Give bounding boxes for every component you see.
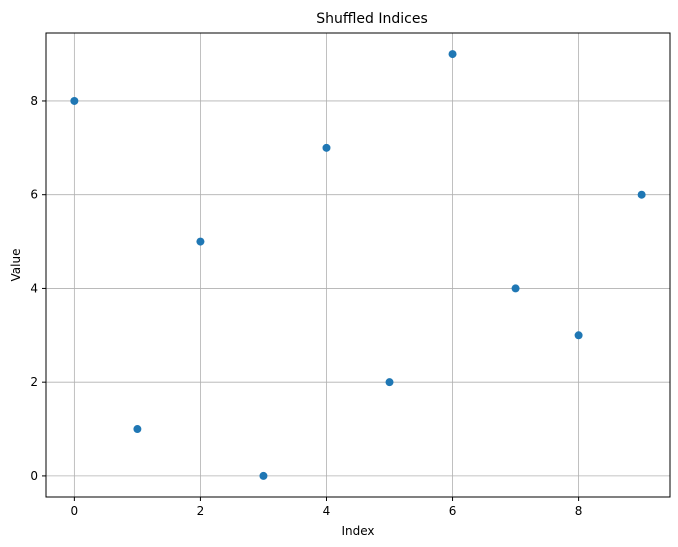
data-point [448,50,457,59]
y-tick-label: 0 [30,469,38,483]
y-tick-label: 8 [30,94,38,108]
data-point [574,331,583,340]
y-tick-label: 2 [30,375,38,389]
y-tick-label: 4 [30,281,38,295]
y-tick-label: 6 [30,188,38,202]
y-axis-label: Value [9,249,23,282]
data-point [196,237,205,246]
x-tick-label: 2 [197,504,205,518]
plot-frame [45,32,671,498]
grid-lines [46,33,670,497]
data-point [637,190,646,199]
data-point [511,284,520,293]
data-points [70,50,646,480]
x-tick-label: 4 [323,504,331,518]
y-axis-ticks: 0 2 4 6 8 [30,94,46,483]
data-point [259,471,268,480]
data-point [70,96,79,105]
x-axis-label: Index [341,524,374,538]
data-point [385,378,394,387]
chart-title: Shuffled Indices [316,11,428,27]
x-axis-ticks: 0 2 4 6 8 [71,497,583,518]
x-tick-label: 6 [449,504,457,518]
data-point [322,143,331,152]
x-tick-label: 8 [575,504,583,518]
x-tick-label: 0 [71,504,79,518]
data-point [133,425,142,434]
